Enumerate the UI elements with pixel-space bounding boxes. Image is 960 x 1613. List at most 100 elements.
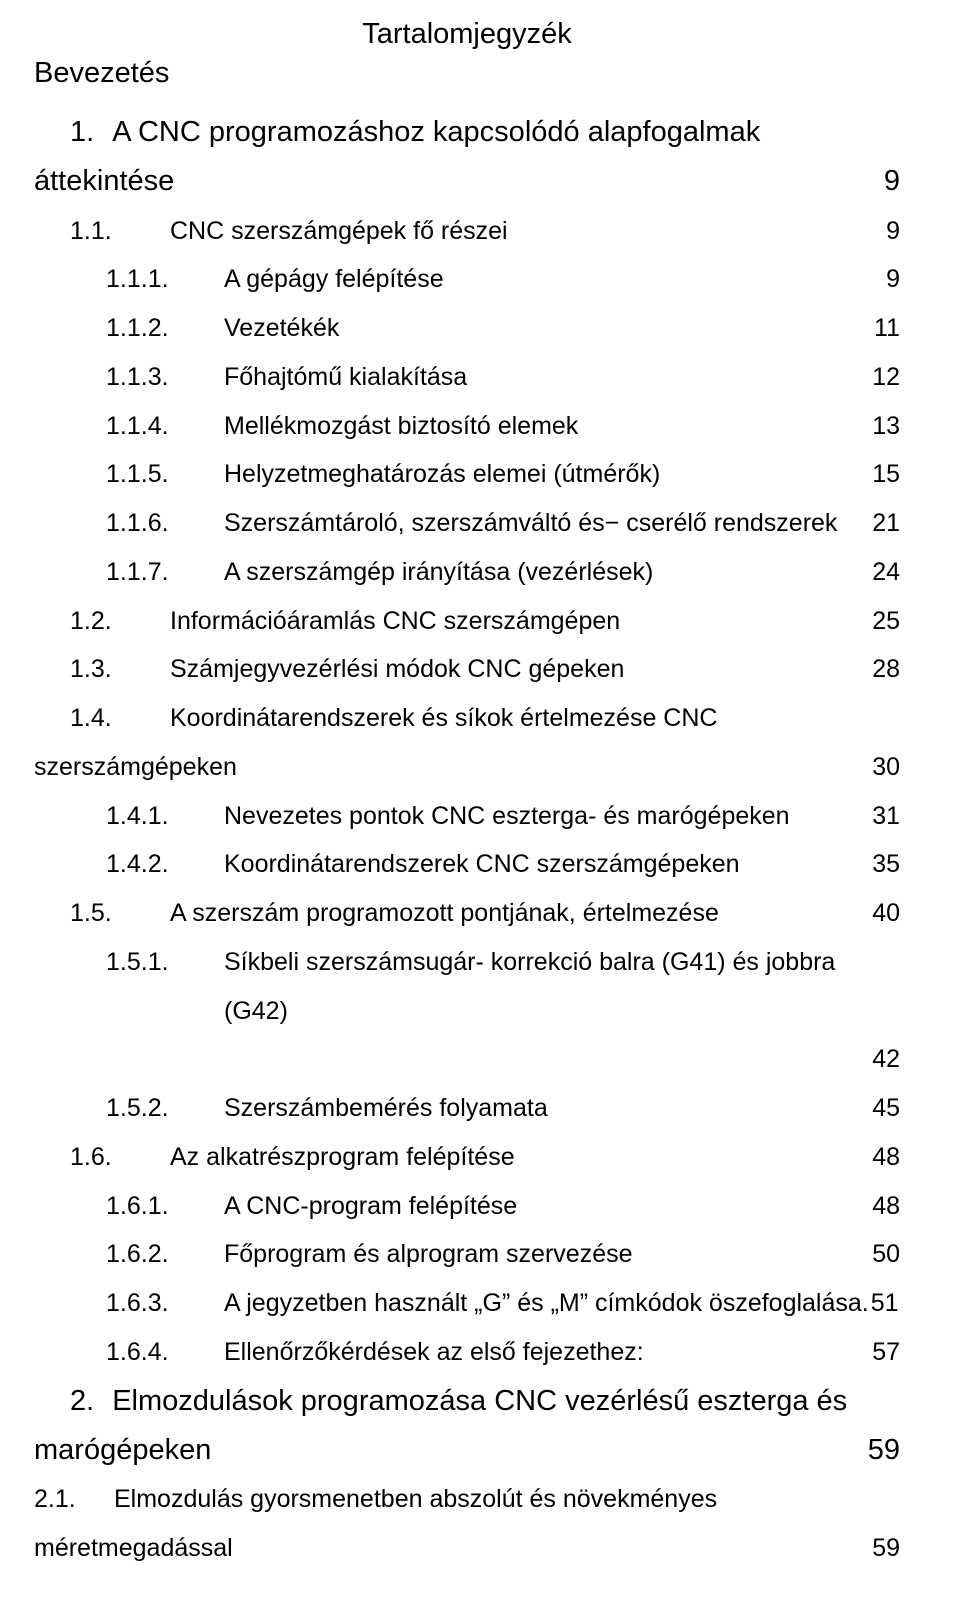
toc-entry-label: A szerszám programozott pontjának, értel… <box>170 889 719 938</box>
toc-entry-label: szerszámgépeken <box>34 743 237 792</box>
toc-entry-label: CNC szerszámgépek fő részei <box>170 207 508 256</box>
toc-entry-number: 1.6. <box>70 1133 170 1182</box>
toc-entry-page: 42 <box>870 1035 900 1084</box>
toc-title: Tartalomjegyzék <box>34 18 900 51</box>
toc-leader: . <box>862 1279 869 1328</box>
toc-entry-label: Elmozdulások programozása CNC vezérlésű … <box>112 1377 847 1426</box>
toc-entry-label: Mellékmozgást biztosító elemek <box>224 402 578 451</box>
toc-entry-number: 1.6.2. <box>106 1230 224 1279</box>
toc-entry-number: 1.3. <box>70 645 170 694</box>
toc-entry-page: 45 <box>870 1084 900 1133</box>
toc-entry-label: A CNC programozáshoz kapcsolódó alapfoga… <box>112 108 760 157</box>
toc-entry-number: 1.5.1. <box>106 938 224 987</box>
toc-entry-label: Információáramlás CNC szerszámgépen <box>170 597 620 646</box>
toc-entry: 1.6.3.A jegyzetben használt „G” és „M” c… <box>34 1279 900 1328</box>
toc-entry-number: 1.1.3. <box>106 353 224 402</box>
toc-entry-page: 50 <box>870 1230 900 1279</box>
toc-entry: 1.2.Információáramlás CNC szerszámgépen 2… <box>34 597 900 646</box>
toc-entry-label: Síkbeli szerszámsugár- korrekció balra (… <box>224 938 900 1036</box>
toc-entry: 1.1.5.Helyzetmeghatározás elemei (útmérő… <box>34 450 900 499</box>
toc-entry-number: 1.4.1. <box>106 792 224 841</box>
toc-entry-label: Vezetékék <box>224 304 339 353</box>
toc-entry-page: 15 <box>870 450 900 499</box>
toc-entry-number: 1.6.3. <box>106 1279 224 1328</box>
toc-entry-page: 13 <box>870 402 900 451</box>
toc-entry-number: 1.6.1. <box>106 1182 224 1231</box>
toc-entry-page: 31 <box>870 792 900 841</box>
toc-entry-number: 2.1. <box>34 1475 114 1524</box>
toc-entry-page: 35 <box>870 840 900 889</box>
toc-entry-number: 1.1.7. <box>106 548 224 597</box>
toc-entry-label: Elmozdulás gyorsmenetben abszolút és növ… <box>114 1475 717 1524</box>
toc-entry-number: 1.1.1. <box>106 255 224 304</box>
toc-entry: 42 <box>34 1035 900 1084</box>
toc-entry-number: 2. <box>70 1377 112 1426</box>
toc-entry-page: 30 <box>870 743 900 792</box>
intro-heading: Bevezetés <box>34 57 900 90</box>
toc-entry: 2.Elmozdulások programozása CNC vezérlés… <box>34 1377 900 1426</box>
toc-entry: 1.1.4.Mellékmozgást biztosító elemek 13 <box>34 402 900 451</box>
toc-entry-number: 1.5.2. <box>106 1084 224 1133</box>
toc-entry: 1.A CNC programozáshoz kapcsolódó alapfo… <box>34 108 900 157</box>
toc-entry-page: 59 <box>866 1426 900 1475</box>
toc-entry-label: A gépágy felépítése <box>224 255 444 304</box>
toc-entry-label: A CNC-program felépítése <box>224 1182 517 1231</box>
toc-entry-label: Helyzetmeghatározás elemei (útmérők) <box>224 450 660 499</box>
toc-entry: szerszámgépeken 30 <box>34 743 900 792</box>
toc-entry: 1.5.A szerszám programozott pontjának, é… <box>34 889 900 938</box>
toc-entry-number: 1.1.5. <box>106 450 224 499</box>
toc-entry: marógépeken 59 <box>34 1426 900 1475</box>
toc-entry: 1.1.1.A gépágy felépítése 9 <box>34 255 900 304</box>
toc-entry-label: Az alkatrészprogram felépítése <box>170 1133 515 1182</box>
toc-entry-label: Koordinátarendszerek és síkok értelmezés… <box>170 694 717 743</box>
toc-entry-page: 48 <box>870 1133 900 1182</box>
toc-entry-label: marógépeken <box>34 1426 211 1475</box>
toc-entry-page: 25 <box>870 597 900 646</box>
toc-entry: 2.1.Elmozdulás gyorsmenetben abszolút és… <box>34 1475 900 1524</box>
toc-entry-number: 1.1.6. <box>106 499 224 548</box>
toc-entry: 1.5.2.Szerszámbemérés folyamata 45 <box>34 1084 900 1133</box>
toc-entry: 1.1.6.Szerszámtároló, szerszámváltó és− … <box>34 499 900 548</box>
toc-entry-label: méretmegadással <box>34 1524 233 1573</box>
toc-entry-label: Nevezetes pontok CNC eszterga- és marógé… <box>224 792 790 841</box>
toc-entry-number: 1.1. <box>70 207 170 256</box>
toc-entry-page: 12 <box>870 353 900 402</box>
toc-entry: 1.1.2.Vezetékék 11 <box>34 304 900 353</box>
toc-entry: 1.1.CNC szerszámgépek fő részei 9 <box>34 207 900 256</box>
toc-entry: 1.4.Koordinátarendszerek és síkok értelm… <box>34 694 900 743</box>
toc-entry: 1.6.2.Főprogram és alprogram szervezése5… <box>34 1230 900 1279</box>
toc-entry-number: 1.4.2. <box>106 840 224 889</box>
toc-entry-page: 9 <box>884 207 900 256</box>
toc-entry-page: 51 <box>869 1279 899 1328</box>
toc-entry-page: 57 <box>870 1328 900 1377</box>
toc-entry: 1.4.1.Nevezetes pontok CNC eszterga- és … <box>34 792 900 841</box>
toc-entry-number: 1. <box>70 108 112 157</box>
toc-body: 1.A CNC programozáshoz kapcsolódó alapfo… <box>34 108 900 1573</box>
toc-entry-number: 1.5. <box>70 889 170 938</box>
toc-entry-page: 28 <box>870 645 900 694</box>
toc-entry-page: 40 <box>870 889 900 938</box>
toc-entry: 1.1.3.Főhajtómű kialakítása12 <box>34 353 900 402</box>
toc-entry-page: 48 <box>870 1182 900 1231</box>
toc-entry-label: Számjegyvezérlési módok CNC gépeken <box>170 645 624 694</box>
toc-entry: méretmegadással59 <box>34 1524 900 1573</box>
toc-entry-label: Szerszámbemérés folyamata <box>224 1084 548 1133</box>
toc-entry-number: 1.1.4. <box>106 402 224 451</box>
toc-entry-label: Ellenőrzőkérdések az első fejezethez: <box>224 1328 644 1377</box>
toc-entry-number: 1.1.2. <box>106 304 224 353</box>
toc-entry-label: Koordinátarendszerek CNC szerszámgépeken <box>224 840 740 889</box>
toc-entry-page: 9 <box>884 255 900 304</box>
toc-entry-number: 1.4. <box>70 694 170 743</box>
toc-entry-page: 24 <box>870 548 900 597</box>
toc-entry-page: 21 <box>870 499 900 548</box>
toc-entry-label: A jegyzetben használt „G” és „M” címkódo… <box>224 1279 862 1328</box>
toc-entry-number: 1.2. <box>70 597 170 646</box>
toc-entry-number: 1.6.4. <box>106 1328 224 1377</box>
toc-entry-label: áttekintése <box>34 157 174 206</box>
toc-entry: 1.1.7.A szerszámgép irányítása (vezérlés… <box>34 548 900 597</box>
toc-entry: 1.6.1.A CNC-program felépítése 48 <box>34 1182 900 1231</box>
toc-entry: 1.5.1.Síkbeli szerszámsugár- korrekció b… <box>34 938 900 1036</box>
toc-entry: áttekintése9 <box>34 157 900 206</box>
toc-entry: 1.3.Számjegyvezérlési módok CNC gépeken 2… <box>34 645 900 694</box>
toc-entry-page: 11 <box>872 304 900 353</box>
